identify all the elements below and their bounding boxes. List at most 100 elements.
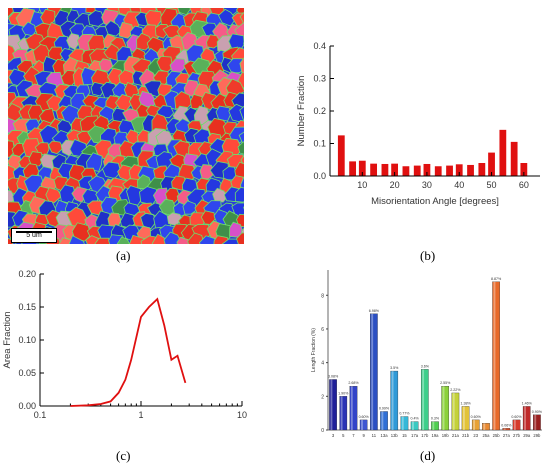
x-axis-title: Misorientation Angle [degrees] [371, 196, 499, 207]
bar [402, 166, 410, 176]
x-tick-label: 60 [519, 180, 529, 190]
grain [87, 10, 106, 27]
data-label: 0.99% [379, 406, 390, 410]
bar [423, 163, 431, 176]
bar [337, 135, 345, 176]
grain [98, 58, 114, 73]
bar [410, 421, 419, 431]
bar [390, 370, 399, 431]
x-tick-label: 5 [342, 433, 345, 438]
y-axis-title: Area Fraction [2, 311, 13, 368]
data-label: 0.90% [532, 410, 543, 414]
ebsd-map-image [0, 0, 263, 257]
bar [488, 152, 495, 176]
grain [118, 21, 135, 39]
x-tick-label: 0.1 [34, 410, 47, 420]
y-tick-label: 4 [321, 361, 324, 367]
x-tick-label: 27b [513, 433, 521, 438]
bar [471, 419, 480, 431]
grain [212, 187, 229, 203]
scale-bar-label: 5 um [26, 232, 42, 239]
micrograph-panel: 5 um [0, 0, 263, 257]
x-tick-label: 17a [411, 433, 419, 438]
bar [499, 129, 507, 176]
bar-highlight [340, 396, 343, 430]
data-label: 3.6% [421, 364, 430, 368]
data-label: 0.60% [511, 415, 522, 419]
x-tick-label: 15 [402, 433, 407, 438]
bar [391, 163, 399, 176]
data-label: 2.68% [348, 381, 359, 385]
grain [126, 185, 145, 206]
x-tick-label: 29b [533, 433, 541, 438]
bar [451, 392, 460, 431]
x-tick-label: 30 [422, 180, 432, 190]
bar-highlight [513, 419, 516, 430]
x-tick-label: 19b [442, 433, 450, 438]
bar [359, 419, 368, 431]
x-tick-label: 10 [237, 410, 247, 420]
grain [140, 212, 158, 230]
bar [349, 386, 358, 431]
data-label: 1.90% [338, 391, 349, 395]
panel-label-c: (c) [116, 448, 131, 463]
y-tick-label: 0.3 [313, 74, 326, 84]
y-axis-title: Number Fraction [296, 76, 307, 147]
bar-highlight [381, 411, 384, 430]
bar [413, 165, 421, 176]
bar-highlight [401, 416, 404, 430]
y-tick-label: 0.10 [18, 335, 36, 345]
grain [86, 152, 103, 172]
data-label: 2.55% [440, 381, 451, 385]
bar-highlight [503, 428, 506, 430]
y-tick-label: 0.00 [18, 401, 36, 411]
grain [104, 20, 122, 37]
x-tick-label: 21b [462, 433, 470, 438]
bar-highlight [371, 313, 374, 430]
data-label: 3.08% [328, 374, 339, 378]
grain [199, 164, 216, 180]
x-tick-label: 9 [362, 433, 365, 438]
bar [370, 163, 378, 176]
y-axis-title: Length Fraction (%) [311, 328, 317, 372]
bar [381, 163, 389, 176]
misorientation-chart: 0.0 0.1 0.2 0.3 0.4 10 20 30 40 50 60 Misorientatio… [296, 41, 540, 207]
bar [400, 416, 409, 431]
scale-bar-line [16, 231, 52, 233]
bar-highlight [463, 406, 465, 430]
x-tick-label: 29a [523, 433, 531, 438]
bar [478, 163, 486, 176]
x-tick-label: 50 [487, 180, 497, 190]
bar-highlight [534, 414, 537, 430]
data-label: 6.98% [369, 309, 380, 313]
bar-highlight [452, 392, 455, 430]
grain [28, 151, 44, 167]
data-label: 0.60% [471, 415, 482, 419]
x-tick-label: 27a [503, 433, 511, 438]
bar [492, 281, 500, 431]
x-tick-label: 13a [381, 433, 389, 438]
bar [482, 423, 490, 431]
grain [156, 105, 175, 119]
data-label: 1.38% [460, 401, 471, 405]
bar-highlight [412, 421, 414, 430]
bar-highlight [473, 419, 476, 430]
x-tick-label: 7 [352, 433, 355, 438]
y-tick-label: 0.15 [18, 302, 36, 312]
bar-highlight [524, 406, 526, 430]
panel-label-b: (b) [420, 248, 436, 263]
bar [339, 396, 348, 431]
bar [431, 421, 439, 431]
x-tick-label: 19a [432, 433, 440, 438]
y-tick-label: 6 [321, 327, 324, 333]
grain [48, 140, 64, 155]
y-tick-label: 8 [321, 293, 324, 299]
panel-label-a: (a) [116, 248, 131, 263]
data-label: 2.22% [450, 388, 461, 392]
y-tick-label: 0.4 [313, 41, 326, 51]
x-tick-label: 25b [493, 433, 501, 438]
x-tick-label: 17b [421, 433, 429, 438]
chart-d: 0 2 4 6 8 3.08% 3 1.90% 5 2.68% 7 0.60% 9 6.98% 11 0.99… [306, 264, 550, 449]
bar-highlight [350, 386, 353, 430]
bar [461, 406, 470, 431]
